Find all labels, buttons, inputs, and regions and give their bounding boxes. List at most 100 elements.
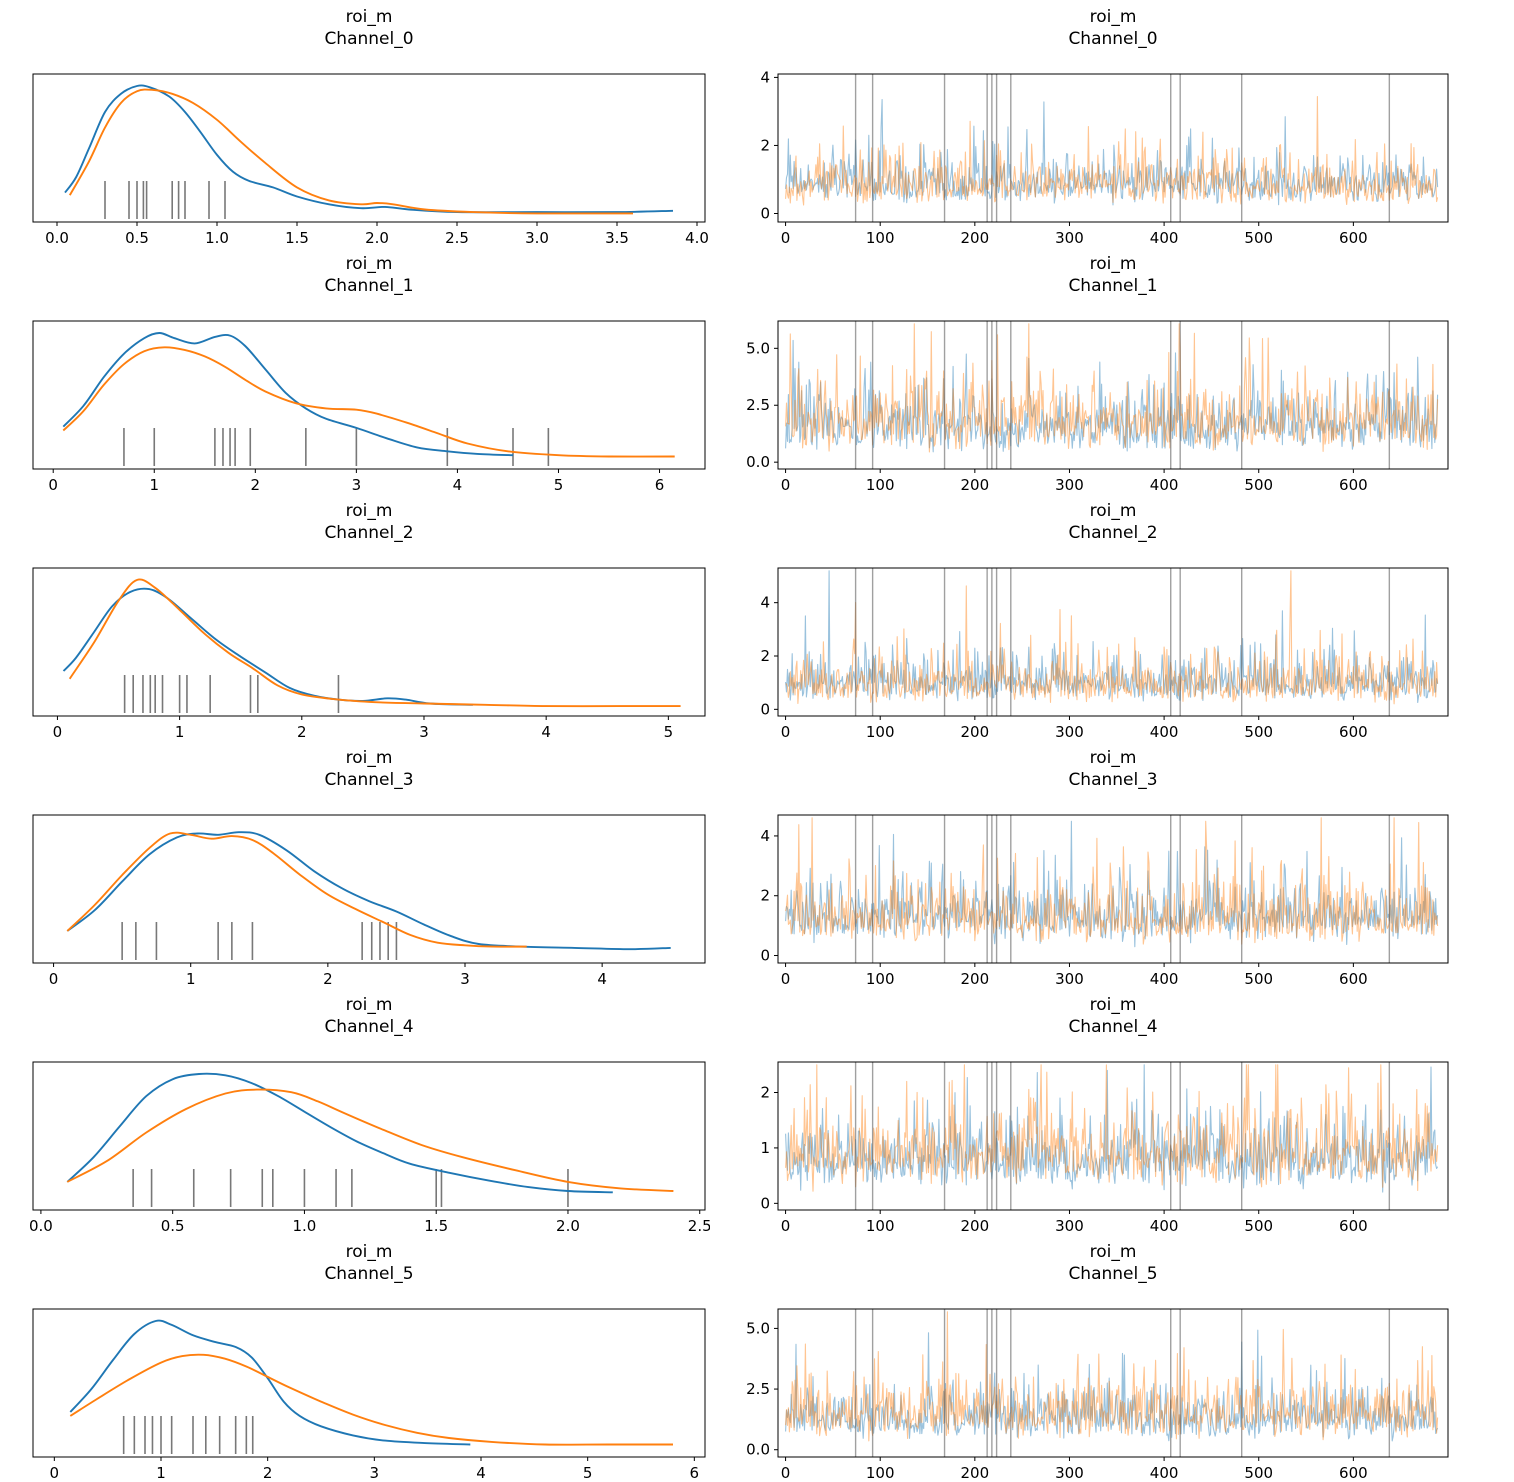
svg-text:4: 4 — [453, 476, 463, 494]
svg-text:500: 500 — [1244, 1464, 1273, 1482]
svg-text:0: 0 — [781, 723, 791, 741]
svg-text:4.0: 4.0 — [685, 229, 709, 247]
svg-text:0: 0 — [760, 204, 770, 222]
channel-4-row: roi_m Channel_4 0.0 0.5 1.0 1.5 2.0 2.5 roi_m… — [0, 988, 1514, 1235]
svg-text:400: 400 — [1150, 1464, 1179, 1482]
timeseries-plot-channel-1: 0 100 200 300 400 500 600 0.0 2.5 5.0 — [746, 320, 1449, 494]
timeseries-title-channel-1: roi_m Channel_1 — [778, 253, 1448, 298]
kde-plot-channel-2: 0 1 2 3 4 5 — [32, 567, 706, 741]
timeseries-plot-channel-2: 0 100 200 300 400 500 600 0 2 4 — [760, 567, 1449, 741]
svg-text:400: 400 — [1150, 723, 1179, 741]
svg-text:2.5: 2.5 — [746, 1380, 770, 1398]
svg-text:5: 5 — [554, 476, 564, 494]
svg-text:2.0: 2.0 — [556, 1217, 580, 1235]
plot-subtitle: Channel_0 — [1068, 29, 1158, 50]
kde-subplot-channel-5: roi_m Channel_5 0 1 2 3 4 5 6 — [0, 1235, 710, 1482]
svg-text:2: 2 — [760, 136, 770, 154]
kde-plot-channel-1: 0 1 2 3 4 5 6 — [32, 320, 706, 494]
svg-text:0.0: 0.0 — [45, 229, 69, 247]
svg-text:200: 200 — [961, 1217, 990, 1235]
timeseries-subplot-channel-1: roi_m Channel_1 0 100 200 300 400 500 600 0.0 2.… — [740, 247, 1454, 494]
svg-text:400: 400 — [1150, 970, 1179, 988]
svg-text:0.0: 0.0 — [746, 453, 770, 471]
channel-0-row: roi_m Channel_0 0.0 0.5 1.0 1.5 2.0 2.5 3.0 3.5… — [0, 0, 1514, 247]
plot-suptitle: roi_m — [345, 254, 393, 274]
svg-text:2: 2 — [760, 647, 770, 665]
svg-text:2: 2 — [760, 1083, 770, 1101]
plot-suptitle: roi_m — [345, 7, 393, 27]
svg-text:2.0: 2.0 — [365, 229, 389, 247]
channel-3-row: roi_m Channel_3 0 1 2 3 4 roi_m Channel_3 0 1… — [0, 741, 1514, 988]
timeseries-subplot-channel-0: roi_m Channel_0 0 100 200 300 400 500 600 0 2 4 — [740, 0, 1454, 247]
plot-subtitle: Channel_4 — [1068, 1017, 1158, 1038]
timeseries-title-channel-4: roi_m Channel_4 — [778, 994, 1448, 1039]
svg-text:4: 4 — [541, 723, 551, 741]
svg-text:3: 3 — [352, 476, 362, 494]
timeseries-title-channel-3: roi_m Channel_3 — [778, 747, 1448, 792]
plot-suptitle: roi_m — [345, 1242, 393, 1262]
plot-suptitle: roi_m — [1089, 995, 1137, 1015]
timeseries-title-channel-2: roi_m Channel_2 — [778, 500, 1448, 545]
plot-suptitle: roi_m — [1089, 1242, 1137, 1262]
plot-subtitle: Channel_3 — [1068, 770, 1158, 791]
svg-text:4: 4 — [760, 71, 770, 86]
svg-text:1.0: 1.0 — [293, 1217, 317, 1235]
svg-text:1: 1 — [175, 723, 185, 741]
svg-text:200: 200 — [961, 1464, 990, 1482]
svg-text:1: 1 — [156, 1464, 166, 1482]
plot-subtitle: Channel_2 — [1068, 523, 1158, 544]
plot-suptitle: roi_m — [1089, 254, 1137, 274]
timeseries-subplot-channel-2: roi_m Channel_2 0 100 200 300 400 500 600 0 2 4 — [740, 494, 1454, 741]
channel-5-row: roi_m Channel_5 0 1 2 3 4 5 6 roi_m Channel_5 … — [0, 1235, 1514, 1482]
timeseries-plot-channel-3: 0 100 200 300 400 500 600 0 2 4 — [760, 814, 1449, 988]
svg-text:100: 100 — [866, 723, 895, 741]
svg-text:5: 5 — [664, 723, 674, 741]
svg-text:1.5: 1.5 — [424, 1217, 448, 1235]
svg-text:1.0: 1.0 — [205, 229, 229, 247]
svg-text:1: 1 — [149, 476, 159, 494]
svg-text:2: 2 — [251, 476, 261, 494]
svg-text:2: 2 — [297, 723, 307, 741]
svg-text:600: 600 — [1339, 723, 1368, 741]
svg-text:2.5: 2.5 — [445, 229, 469, 247]
svg-text:300: 300 — [1055, 229, 1084, 247]
timeseries-plot-channel-5: 0 100 200 300 400 500 600 0.0 2.5 5.0 — [746, 1308, 1449, 1482]
plot-subtitle: Channel_5 — [324, 1264, 414, 1285]
svg-text:5.0: 5.0 — [746, 1319, 770, 1337]
svg-text:2: 2 — [263, 1464, 273, 1482]
svg-text:0: 0 — [760, 700, 770, 718]
svg-text:0: 0 — [781, 229, 791, 247]
svg-text:1: 1 — [186, 970, 196, 988]
plot-suptitle: roi_m — [345, 995, 393, 1015]
svg-text:2: 2 — [760, 887, 770, 905]
svg-text:3: 3 — [419, 723, 429, 741]
svg-text:0: 0 — [781, 476, 791, 494]
svg-text:0: 0 — [50, 1464, 60, 1482]
svg-text:6: 6 — [655, 476, 665, 494]
kde-subplot-channel-2: roi_m Channel_2 0 1 2 3 4 5 — [0, 494, 710, 741]
kde-title-channel-4: roi_m Channel_4 — [33, 994, 705, 1039]
svg-text:2.5: 2.5 — [688, 1217, 710, 1235]
kde-title-channel-0: roi_m Channel_0 — [33, 6, 705, 51]
svg-text:0.0: 0.0 — [746, 1441, 770, 1459]
svg-text:4: 4 — [597, 970, 607, 988]
plot-suptitle: roi_m — [345, 748, 393, 768]
timeseries-title-channel-5: roi_m Channel_5 — [778, 1241, 1448, 1286]
plot-suptitle: roi_m — [1089, 748, 1137, 768]
kde-title-channel-1: roi_m Channel_1 — [33, 253, 705, 298]
svg-text:1.5: 1.5 — [285, 229, 309, 247]
svg-text:300: 300 — [1055, 476, 1084, 494]
svg-text:4: 4 — [760, 594, 770, 612]
kde-plot-channel-5: 0 1 2 3 4 5 6 — [32, 1308, 706, 1482]
kde-subplot-channel-3: roi_m Channel_3 0 1 2 3 4 — [0, 741, 710, 988]
svg-text:5: 5 — [583, 1464, 593, 1482]
svg-text:400: 400 — [1150, 1217, 1179, 1235]
svg-text:0: 0 — [781, 1217, 791, 1235]
svg-text:200: 200 — [961, 970, 990, 988]
svg-text:5.0: 5.0 — [746, 339, 770, 357]
plot-subtitle: Channel_1 — [1068, 276, 1158, 297]
timeseries-subplot-channel-3: roi_m Channel_3 0 100 200 300 400 500 600 0 2 4 — [740, 741, 1454, 988]
svg-text:3.5: 3.5 — [605, 229, 629, 247]
svg-text:200: 200 — [961, 229, 990, 247]
svg-text:600: 600 — [1339, 1217, 1368, 1235]
